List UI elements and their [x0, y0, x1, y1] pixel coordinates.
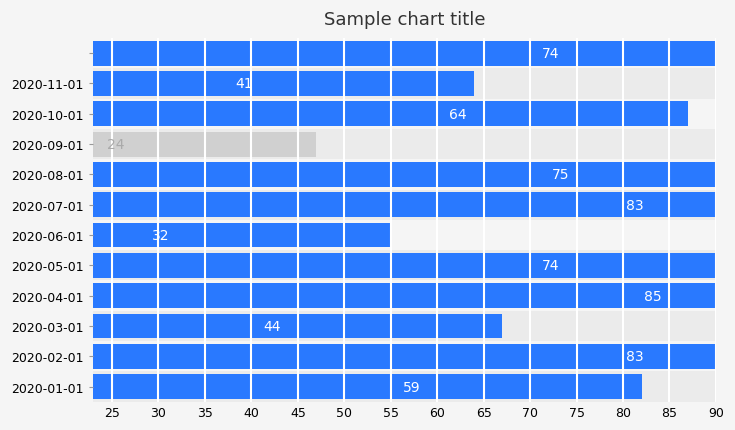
Bar	[93, 281, 716, 311]
Bar	[93, 283, 735, 308]
Text: 75: 75	[552, 168, 569, 182]
Bar	[93, 160, 716, 190]
Bar	[93, 251, 716, 281]
Text: 74: 74	[542, 47, 560, 61]
Text: 41: 41	[236, 77, 254, 91]
Bar	[93, 190, 716, 220]
Bar	[93, 42, 735, 66]
Bar	[93, 193, 735, 218]
Text: 44: 44	[264, 319, 281, 333]
Bar	[93, 223, 391, 248]
Bar	[93, 132, 317, 157]
Bar	[93, 341, 716, 372]
Bar	[93, 129, 716, 160]
Bar	[93, 99, 716, 129]
Bar	[93, 314, 502, 338]
Text: 32: 32	[152, 228, 170, 243]
Bar	[93, 69, 716, 99]
Bar	[93, 372, 716, 402]
Bar	[93, 374, 642, 399]
Bar	[93, 311, 716, 341]
Text: 83: 83	[626, 350, 643, 363]
Bar	[93, 220, 716, 251]
Bar	[93, 72, 474, 97]
Bar	[93, 102, 688, 127]
Text: 74: 74	[542, 259, 560, 273]
Text: 83: 83	[626, 198, 643, 212]
Bar	[93, 39, 716, 69]
Text: 64: 64	[449, 108, 467, 122]
Bar	[93, 344, 735, 369]
Bar	[93, 163, 735, 187]
Title: Sample chart title: Sample chart title	[324, 11, 485, 29]
Bar	[93, 253, 735, 278]
Text: 59: 59	[403, 380, 420, 393]
Text: 85: 85	[645, 289, 662, 303]
Text: 24: 24	[107, 138, 125, 152]
